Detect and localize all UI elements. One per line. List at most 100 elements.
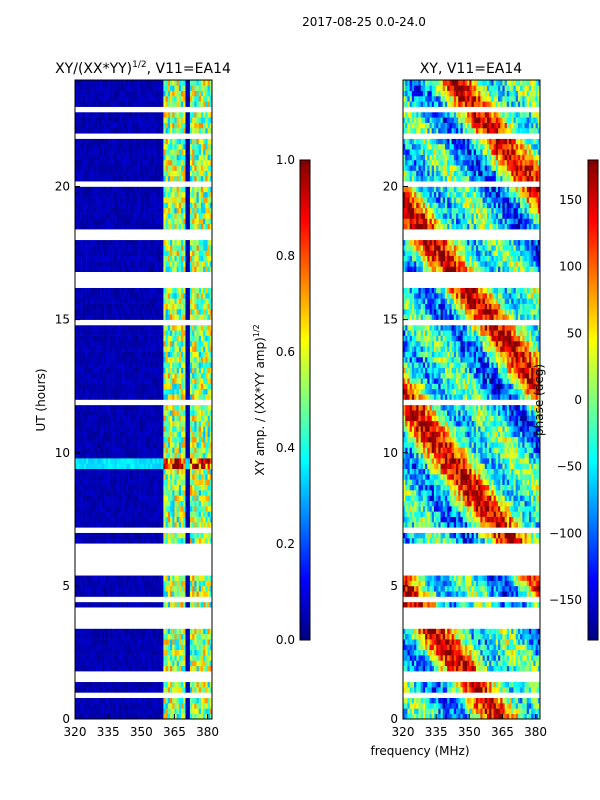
heatmap-cell bbox=[161, 372, 164, 379]
heatmap-cell bbox=[90, 500, 93, 507]
heatmap-cell bbox=[92, 612, 96, 619]
heatmap-cell bbox=[192, 623, 195, 629]
heatmap-cell bbox=[92, 580, 96, 587]
heatmap-cell bbox=[165, 415, 169, 422]
heatmap-cell bbox=[143, 628, 147, 635]
heatmap-cell bbox=[172, 372, 175, 379]
heatmap-cell bbox=[132, 458, 135, 464]
heatmap-cell bbox=[194, 553, 197, 560]
heatmap-cell bbox=[163, 314, 166, 320]
heatmap-cell bbox=[108, 330, 111, 336]
heatmap-cell bbox=[161, 388, 164, 395]
heatmap-cell bbox=[86, 447, 89, 454]
heatmap-cell bbox=[141, 633, 144, 640]
heatmap-cell bbox=[101, 713, 105, 719]
heatmap-cell bbox=[101, 468, 105, 475]
heatmap-cell bbox=[172, 410, 175, 416]
heatmap-cell bbox=[114, 500, 118, 507]
heatmap-cell bbox=[181, 649, 184, 656]
heatmap-cell bbox=[161, 591, 164, 597]
heatmap-cell bbox=[105, 617, 109, 624]
heatmap-cell bbox=[209, 506, 212, 512]
heatmap-cell bbox=[181, 378, 184, 384]
heatmap-cell bbox=[90, 516, 93, 523]
heatmap-cell bbox=[88, 468, 91, 475]
heatmap-cell bbox=[170, 335, 173, 342]
heatmap-cell bbox=[101, 431, 105, 438]
heatmap-cell bbox=[105, 463, 109, 470]
heatmap-cell bbox=[108, 601, 111, 608]
heatmap-cell bbox=[156, 687, 160, 693]
heatmap-cell bbox=[205, 426, 208, 432]
heatmap-cell bbox=[121, 410, 124, 416]
heatmap-cell bbox=[134, 569, 138, 576]
heatmap-cell bbox=[158, 324, 162, 331]
heatmap-cell bbox=[141, 681, 144, 688]
heatmap-cell bbox=[174, 474, 177, 480]
heatmap-cell bbox=[141, 655, 144, 661]
heatmap-cell bbox=[110, 378, 113, 384]
heatmap-cell bbox=[139, 468, 142, 475]
heatmap-cell bbox=[105, 543, 109, 549]
heatmap-cell bbox=[130, 580, 133, 587]
heatmap-cell bbox=[172, 458, 175, 464]
heatmap-cell bbox=[143, 596, 147, 603]
heatmap-cell bbox=[143, 463, 147, 470]
heatmap-cell bbox=[79, 623, 82, 629]
heatmap-cell bbox=[156, 644, 160, 651]
heatmap-cell bbox=[119, 506, 122, 512]
heatmap-cell bbox=[205, 362, 208, 368]
heatmap-cell bbox=[198, 298, 202, 304]
heatmap-cell bbox=[200, 708, 204, 714]
heatmap-cell bbox=[97, 500, 100, 507]
heatmap-cell bbox=[141, 591, 144, 597]
heatmap-cell bbox=[123, 351, 127, 358]
heatmap-cell bbox=[108, 500, 111, 507]
heatmap-cell bbox=[128, 415, 131, 422]
heatmap-cell bbox=[88, 601, 91, 608]
heatmap-cell bbox=[183, 591, 186, 597]
heatmap-cell bbox=[165, 362, 169, 368]
heatmap-cell bbox=[99, 580, 102, 587]
heatmap-cell bbox=[112, 660, 116, 667]
heatmap-cell bbox=[194, 655, 197, 661]
heatmap-cell bbox=[119, 708, 122, 714]
heatmap-cell bbox=[181, 623, 184, 629]
heatmap-cell bbox=[81, 564, 85, 571]
heatmap-cell bbox=[114, 671, 118, 677]
heatmap-cell bbox=[147, 319, 151, 326]
heatmap-cell bbox=[128, 703, 131, 709]
heatmap-cell bbox=[114, 527, 118, 533]
heatmap-cell bbox=[112, 474, 116, 480]
heatmap-cell bbox=[81, 506, 85, 512]
heatmap-cell bbox=[88, 607, 91, 613]
heatmap-cell bbox=[116, 340, 120, 347]
heatmap-cell bbox=[101, 516, 105, 523]
heatmap-cell bbox=[128, 346, 131, 352]
heatmap-cell bbox=[92, 644, 96, 651]
heatmap-cell bbox=[116, 628, 120, 635]
heatmap-cell bbox=[170, 639, 173, 645]
heatmap-cell bbox=[123, 287, 127, 294]
heatmap-cell bbox=[103, 697, 107, 704]
heatmap-cell bbox=[105, 521, 109, 528]
heatmap-cell bbox=[187, 495, 191, 501]
heatmap-cell bbox=[81, 671, 85, 677]
heatmap-cell bbox=[132, 468, 135, 475]
heatmap-cell bbox=[86, 308, 89, 315]
heatmap-cell bbox=[103, 399, 107, 406]
heatmap-cell bbox=[161, 298, 164, 304]
heatmap-cell bbox=[154, 585, 158, 592]
heatmap-cell bbox=[147, 708, 151, 714]
heatmap-cell bbox=[167, 442, 171, 448]
heatmap-cell bbox=[110, 490, 113, 496]
heatmap-cell bbox=[194, 410, 197, 416]
heatmap-cell bbox=[174, 553, 177, 560]
heatmap-cell bbox=[147, 559, 151, 565]
heatmap-cell bbox=[136, 500, 140, 507]
heatmap-cell bbox=[187, 442, 191, 448]
heatmap-cell bbox=[156, 580, 160, 587]
heatmap-cell bbox=[90, 415, 93, 422]
heatmap-cell bbox=[209, 628, 212, 635]
heatmap-cell bbox=[174, 362, 177, 368]
